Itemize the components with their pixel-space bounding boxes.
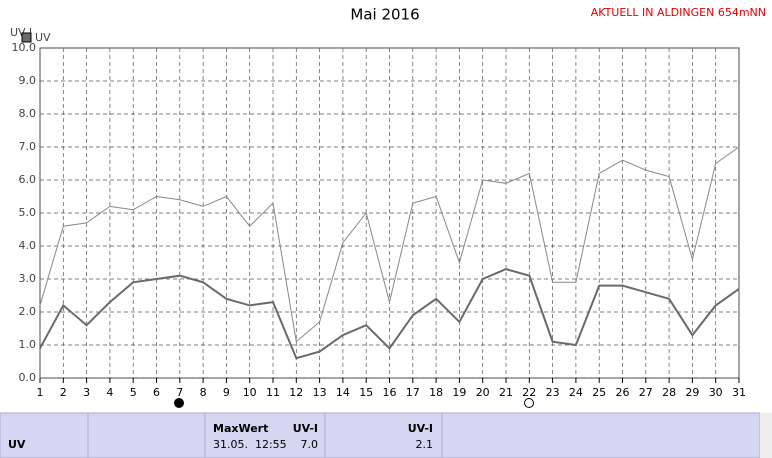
footer: UV MaxWert UV-I 31.05. 12:55 7.0 UV-I 2.… <box>0 412 772 458</box>
x-tick-label: 18 <box>429 386 443 399</box>
x-tick-label: 17 <box>406 386 420 399</box>
y-tick-label: 9.0 <box>19 74 37 87</box>
x-tick-label: 11 <box>266 386 280 399</box>
x-tick-label: 2 <box>60 386 67 399</box>
x-tick-label: 13 <box>313 386 327 399</box>
x-tick-label: 19 <box>452 386 466 399</box>
subtitle: AKTUELL IN ALDINGEN 654mNN <box>591 6 766 19</box>
x-tick-label: 10 <box>243 386 257 399</box>
x-tick-label: 5 <box>130 386 137 399</box>
legend-swatch <box>21 32 32 43</box>
series-line <box>39 146 740 343</box>
footer-bg <box>0 412 761 458</box>
x-tick-label: 1 <box>37 386 44 399</box>
legend-label: UV <box>35 31 51 44</box>
x-tick-label: 20 <box>476 386 490 399</box>
x-tick-label: 15 <box>359 386 373 399</box>
maxwert-value: 7.0 <box>301 438 319 451</box>
y-tick-label: 7.0 <box>19 140 37 153</box>
x-tick-label: 8 <box>200 386 207 399</box>
x-tick-label: 14 <box>336 386 350 399</box>
scrollbar[interactable] <box>760 413 772 458</box>
x-tick-label: 27 <box>639 386 653 399</box>
current-unit: UV-I <box>408 422 433 435</box>
maxwert-header: MaxWert <box>213 422 268 435</box>
x-tick-label: 25 <box>592 386 606 399</box>
y-tick-label: 4.0 <box>19 239 37 252</box>
x-tick-label: 22 <box>522 386 536 399</box>
y-tick-label: 2.0 <box>19 305 37 318</box>
series-line <box>39 268 740 360</box>
x-tick-label: 21 <box>499 386 513 399</box>
x-tick-label: 29 <box>685 386 699 399</box>
x-tick-label: 30 <box>709 386 723 399</box>
x-tick-label: 24 <box>569 386 583 399</box>
y-tick-label: 0.0 <box>19 371 37 384</box>
x-tick-label: 23 <box>546 386 560 399</box>
x-tick-label: 6 <box>153 386 160 399</box>
y-tick-label: 3.0 <box>19 272 37 285</box>
x-tick-label: 3 <box>83 386 90 399</box>
y-tick-label: 5.0 <box>19 206 37 219</box>
maxwert-time: 31.05. 12:55 <box>213 438 287 451</box>
x-tick-label: 26 <box>616 386 630 399</box>
x-tick-label: 7 <box>176 386 183 399</box>
x-tick-label: 12 <box>289 386 303 399</box>
x-tick-label: 16 <box>383 386 397 399</box>
footer-label: UV <box>8 438 26 451</box>
current-value: 2.1 <box>416 438 434 451</box>
x-tick-label: 9 <box>223 386 230 399</box>
x-tick-label: 28 <box>662 386 676 399</box>
maxwert-unit: UV-I <box>293 422 318 435</box>
x-tick-label: 4 <box>106 386 113 399</box>
moon-icon <box>524 398 534 408</box>
chart-title: Mai 2016 <box>350 6 419 24</box>
y-tick-label: 10.0 <box>12 41 37 54</box>
y-tick-label: 8.0 <box>19 107 37 120</box>
moon-icon <box>174 398 184 408</box>
y-tick-label: 6.0 <box>19 173 37 186</box>
y-tick-label: 1.0 <box>19 338 37 351</box>
x-tick-label: 31 <box>732 386 746 399</box>
